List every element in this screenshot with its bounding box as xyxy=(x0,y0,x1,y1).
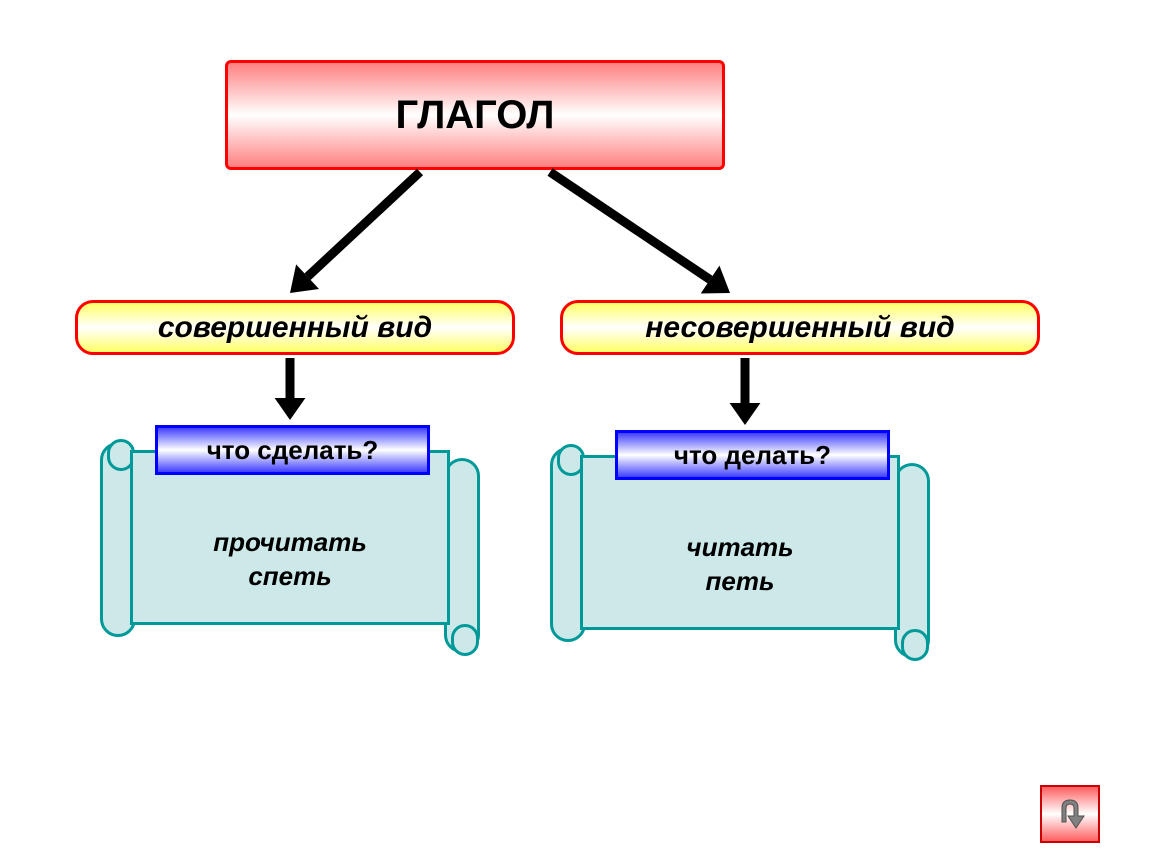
question-box: что сделать? xyxy=(155,425,430,475)
u-turn-arrow-icon xyxy=(1050,794,1090,834)
arrow-line xyxy=(308,172,420,277)
arrow-head xyxy=(701,266,730,294)
example-line: читать xyxy=(686,531,793,565)
title-text: ГЛАГОЛ xyxy=(396,93,555,138)
aspect-type-box: совершенный вид xyxy=(75,300,515,355)
example-line: прочитать xyxy=(213,526,367,560)
arrow-head xyxy=(730,403,761,425)
title-box: ГЛАГОЛ xyxy=(225,60,725,170)
question-text: что сделать? xyxy=(207,435,379,466)
back-button[interactable] xyxy=(1040,785,1100,843)
aspect-type-label: несовершенный вид xyxy=(645,311,954,345)
arrow-line xyxy=(550,172,710,280)
example-line: спеть xyxy=(248,560,331,594)
aspect-type-box: несовершенный вид xyxy=(560,300,1040,355)
examples-body: прочитатьспеть xyxy=(130,450,450,625)
arrow-head xyxy=(275,398,306,420)
aspect-type-label: совершенный вид xyxy=(158,311,432,345)
arrow-head xyxy=(290,264,319,293)
scroll-roll-curl xyxy=(901,629,929,661)
scroll-roll-curl xyxy=(451,624,479,656)
question-text: что делать? xyxy=(674,440,831,471)
examples-scroll: читатьпеть xyxy=(550,455,930,650)
examples-scroll: прочитатьспеть xyxy=(100,450,480,645)
example-line: петь xyxy=(706,565,775,599)
examples-body: читатьпеть xyxy=(580,455,900,630)
question-box: что делать? xyxy=(615,430,890,480)
